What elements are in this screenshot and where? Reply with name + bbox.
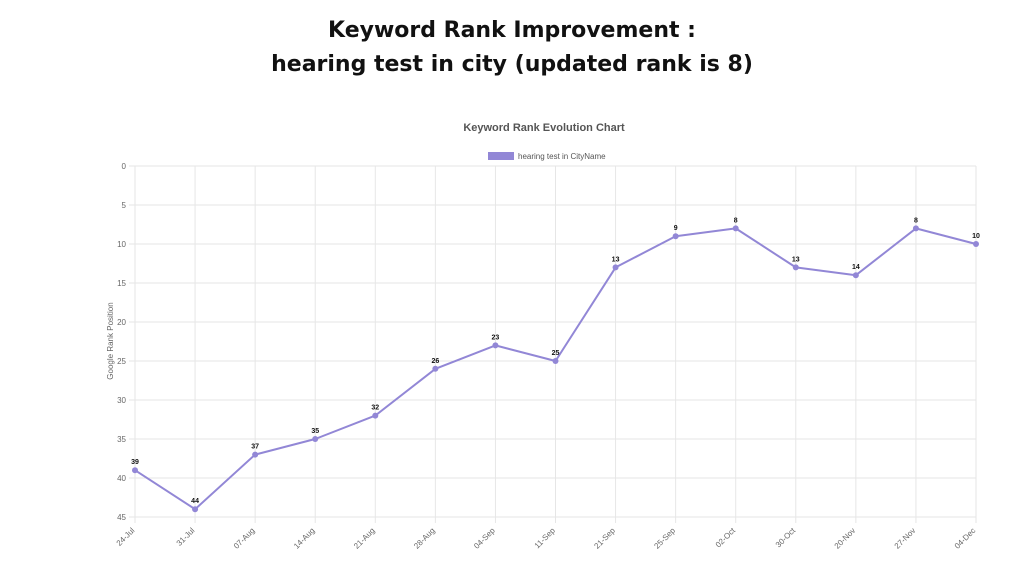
x-tick-label: 11-Sep: [533, 526, 558, 551]
x-tick-label: 14-Aug: [292, 526, 317, 551]
x-axis-ticks: 24-Jul 31-Jul 07-Aug 14-Aug 21-Aug 28-Aug 04-S…: [115, 526, 978, 551]
data-label: 32: [371, 405, 379, 412]
legend-swatch: [488, 152, 514, 160]
data-point: [192, 506, 199, 513]
data-label: 10: [972, 233, 980, 240]
y-tick-label: 30: [117, 396, 126, 405]
x-tick-label: 27-Nov: [893, 526, 918, 551]
data-label: 44: [191, 498, 199, 505]
data-label: 37: [251, 444, 259, 451]
data-label: 14: [852, 264, 860, 271]
series-points: [132, 225, 979, 513]
x-tick-label: 25-Sep: [652, 526, 677, 551]
headline-line-1: Keyword Rank Improvement :: [328, 18, 696, 43]
data-label: 23: [492, 334, 500, 341]
x-tick-label: 21-Sep: [592, 526, 617, 551]
data-point: [792, 264, 799, 271]
page-headline: Keyword Rank Improvement : hearing test …: [0, 14, 1024, 82]
data-point: [252, 451, 259, 458]
data-point: [612, 264, 619, 271]
data-point: [432, 365, 439, 372]
data-point: [552, 358, 559, 364]
data-label: 13: [612, 256, 620, 263]
y-axis-ticks: 0 5 10 15 20 25 30 35 40 45: [117, 162, 126, 522]
data-label: 8: [914, 217, 918, 224]
y-tick-label: 25: [117, 357, 126, 366]
grid-lines: [129, 165, 977, 523]
x-tick-label: 04-Dec: [953, 526, 978, 551]
data-point: [312, 436, 319, 442]
y-tick-label: 40: [117, 474, 126, 483]
y-tick-label: 5: [122, 201, 127, 210]
x-tick-label: 24-Jul: [115, 526, 137, 548]
data-point: [852, 272, 859, 279]
data-label: 9: [674, 225, 678, 232]
chart-legend: hearing test in CityName: [488, 152, 606, 161]
headline-line-2: hearing test in city (updated rank is 8): [271, 52, 753, 77]
data-point: [973, 241, 979, 247]
y-tick-label: 15: [117, 279, 126, 288]
data-point: [492, 342, 499, 349]
data-point: [672, 233, 679, 240]
x-tick-label: 20-Nov: [833, 526, 858, 551]
data-point: [912, 225, 919, 232]
y-axis-title: Google Rank Position: [106, 302, 115, 379]
data-label: 26: [431, 358, 439, 365]
x-tick-label: 28-Aug: [412, 526, 437, 551]
data-point: [372, 412, 379, 419]
chart-title: Keyword Rank Evolution Chart: [463, 122, 625, 134]
x-tick-label: 02-Oct: [714, 526, 738, 550]
y-tick-label: 45: [117, 513, 126, 522]
legend-label: hearing test in CityName: [518, 152, 606, 161]
x-tick-label: 04-Sep: [472, 526, 497, 551]
data-label: 25: [552, 350, 560, 357]
y-tick-label: 35: [117, 435, 126, 444]
data-label: 35: [311, 428, 319, 435]
x-tick-label: 31-Jul: [175, 526, 197, 548]
x-tick-label: 30-Oct: [774, 526, 798, 550]
data-labels: 39 44 37 35 32 26 23 25 13 9 8 13 14 8 10: [131, 217, 980, 505]
y-tick-label: 0: [122, 162, 127, 171]
y-tick-label: 20: [117, 318, 126, 327]
x-tick-label: 07-Aug: [232, 526, 257, 551]
data-label: 39: [131, 459, 139, 466]
data-point: [132, 467, 138, 474]
data-point: [732, 225, 739, 232]
data-label: 8: [734, 217, 738, 224]
x-tick-label: 21-Aug: [352, 526, 377, 551]
data-label: 13: [792, 256, 800, 263]
y-tick-label: 10: [117, 240, 126, 249]
